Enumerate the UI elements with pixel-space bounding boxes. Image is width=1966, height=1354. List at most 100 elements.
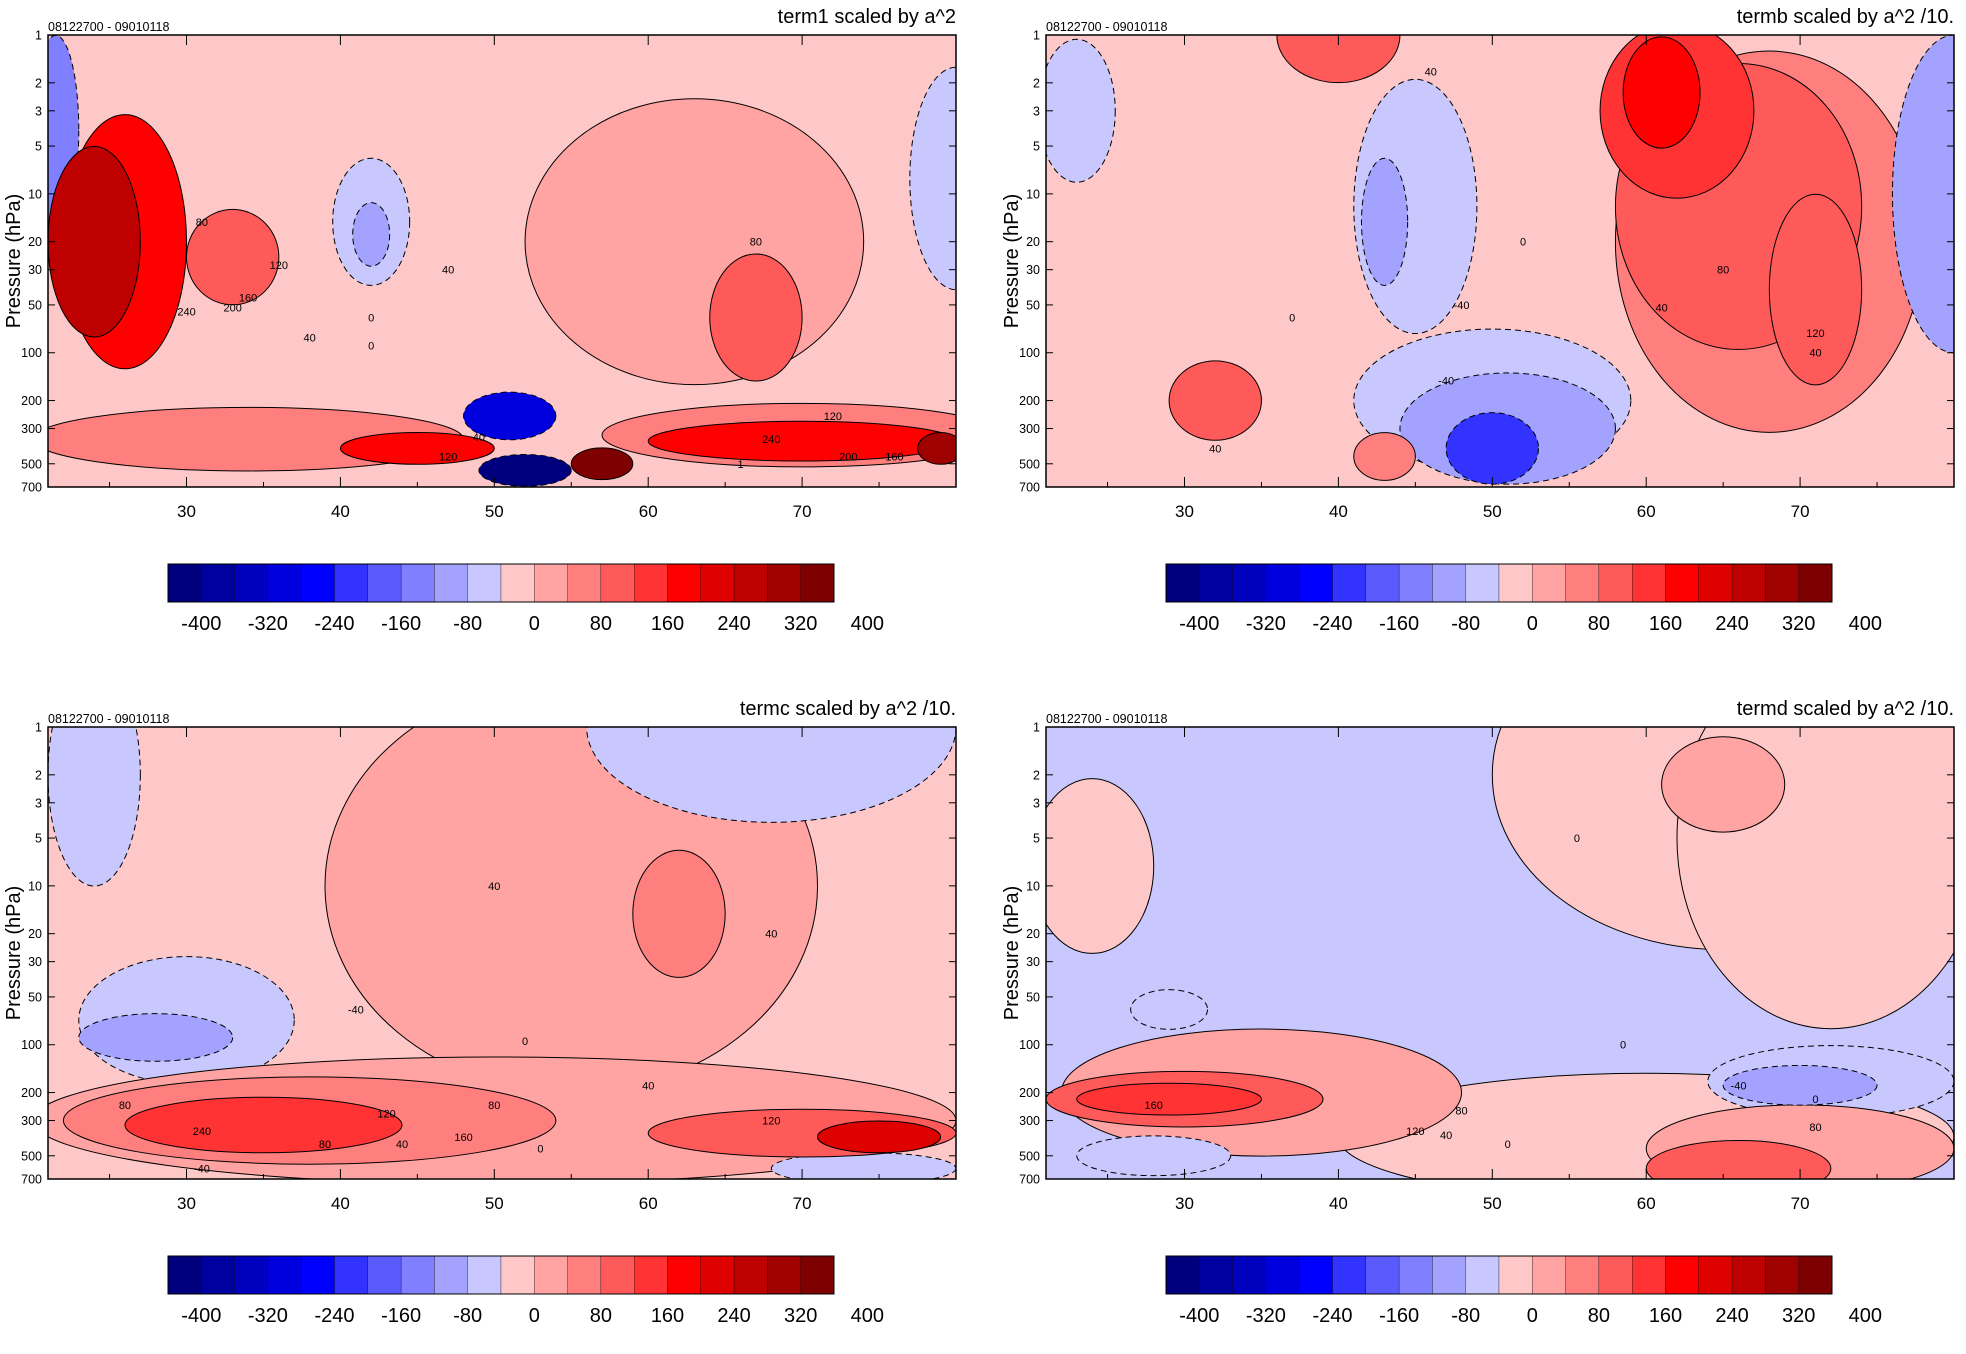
contour-label: 80 [119,1100,131,1112]
colorbar-swatch [1199,563,1233,603]
colorbar-tick-label: -80 [453,1305,482,1327]
colorbar-tick-label: 160 [1649,1305,1682,1327]
colorbar: -400 -320 -240 -160 -80 0 80 160 240 320 400 [167,563,884,635]
contour-label: 40 [1425,67,1437,79]
colorbar-swatch [234,563,269,603]
date-range-label: 08122700 - 09010118 [1046,712,1167,726]
colorbar-tick-label: -320 [1246,613,1286,635]
colorbar-swatch [434,563,468,603]
colorbar-tick-label: 80 [590,613,612,635]
colorbar-swatch [301,563,335,603]
x-tick-label: 70 [793,502,812,521]
y-tick-label: 100 [21,346,42,360]
y-axis-label: Pressure (hPa) [3,194,25,329]
colorbar-tick-label: 320 [784,1305,817,1327]
colorbar-swatch [600,1255,635,1295]
contour-label: 160 [1145,1100,1163,1112]
chart-title: termd scaled by a^2 /10. [1737,698,1954,720]
contour-label: 80 [1717,265,1729,277]
contour-label: 1 [737,459,743,471]
x-tick-label: 70 [793,1194,812,1213]
contour-region [463,391,557,441]
y-tick-label: 3 [35,796,42,810]
contour-region [1661,736,1786,833]
contour-region [1046,778,1155,954]
y-tick-label: 20 [1026,235,1040,249]
colorbar-swatch [201,1255,235,1295]
colorbar-swatch [1665,1255,1699,1295]
contour-label: 240 [177,306,195,318]
y-tick-label: 700 [21,481,42,495]
contour-region [1130,989,1209,1030]
colorbar-swatch [467,563,502,603]
contour-region [478,453,572,487]
colorbar-swatch [1632,1255,1666,1295]
contour-label: 80 [488,1100,500,1112]
x-tick-label: 40 [331,502,350,521]
colorbar-swatch [1165,1255,1200,1295]
y-tick-label: 30 [1026,263,1040,277]
y-tick-label: 500 [1019,1149,1040,1163]
colorbar-swatch [367,563,402,603]
y-tick-label: 5 [1033,832,1040,846]
colorbar-swatch [1532,563,1566,603]
contour-region [1645,1140,1832,1179]
x-tick-label: 30 [177,1194,196,1213]
y-tick-label: 1 [1033,29,1040,43]
contour-label: 0 [1620,1040,1626,1052]
colorbar-tick-label: 240 [717,613,750,635]
colorbar-tick-label: 320 [1782,1305,1815,1327]
colorbar-tick-label: -160 [1379,613,1419,635]
colorbar: -400 -320 -240 -160 -80 0 80 160 240 320 400 [167,1255,884,1327]
colorbar-tick-label: -400 [1179,1305,1219,1327]
y-tick-label: 2 [35,768,42,782]
colorbar-swatch [1465,1255,1500,1295]
contour-region [917,432,956,465]
colorbar-swatch [301,1255,335,1295]
colorbar-swatch [1199,1255,1233,1295]
contour-label: 120 [762,1116,780,1128]
colorbar-swatch [467,1255,502,1295]
y-tick-label: 200 [21,1086,42,1100]
contour-label: 0 [368,312,374,324]
colorbar-swatch [1598,563,1633,603]
contour-region [524,98,865,386]
contour-label: 120 [439,452,457,464]
colorbar-swatch [1765,1255,1799,1295]
colorbar-tick-label: -80 [1451,613,1480,635]
y-axis-label: Pressure (hPa) [1001,886,1023,1021]
contour-label: 40 [642,1080,654,1092]
panel-term1: 80 160 240 200 120 0 40 40 0 80 120 40 120 240 200 160 1… [0,0,983,662]
colorbar-tick-label: -240 [314,613,354,635]
colorbar-tick-label: 80 [1588,613,1610,635]
y-tick-label: 50 [28,298,42,312]
colorbar-swatch [1532,1255,1566,1295]
colorbar-swatch [700,563,735,603]
y-tick-label: 200 [1019,1086,1040,1100]
panel-termc: 40 40 -40 0 40 80 120 80 240 160 120 80 40 0 -40 termc … [0,692,983,1354]
contour-region [1076,1082,1262,1116]
contour-region [1622,36,1701,149]
colorbar-swatch [767,1255,801,1295]
x-tick-label: 50 [1483,1194,1502,1213]
y-tick-label: 30 [28,263,42,277]
colorbar-swatch [367,1255,402,1295]
contour-label: 0 [537,1144,543,1156]
plot-area: 0 0 -40 0 160 80 120 40 0 80 [1046,727,1954,1179]
colorbar-tick-label: -160 [381,613,421,635]
x-tick-label: 30 [1175,502,1194,521]
colorbar-swatch [1232,563,1267,603]
colorbar-swatch [634,563,668,603]
colorbar-swatch [400,1255,435,1295]
colorbar-swatch [1498,563,1533,603]
y-tick-label: 3 [35,104,42,118]
colorbar-swatch [167,563,202,603]
colorbar-swatch [1598,1255,1633,1295]
y-tick-label: 700 [1019,481,1040,495]
panel-termb: 40 0 -40 0 80 40 120 -40 40 40 termb scaled by a^2… [998,0,1966,662]
colorbar-swatch [1698,1255,1733,1295]
x-tick-label: 60 [639,1194,658,1213]
contour-label: 80 [319,1139,331,1151]
contour-label: 0 [368,340,374,352]
